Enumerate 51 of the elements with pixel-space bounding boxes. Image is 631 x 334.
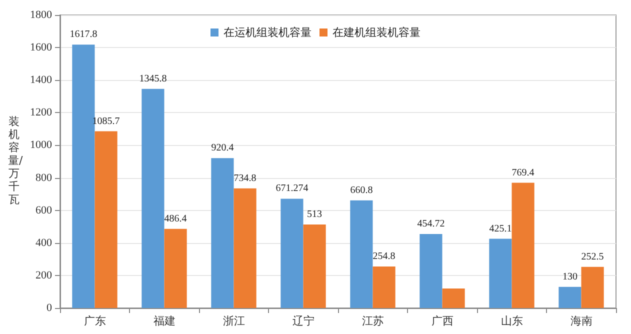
x-tick-label: 广东 <box>84 314 106 328</box>
data-label: 454.72 <box>417 218 445 230</box>
data-label: 486.4 <box>164 213 187 224</box>
bar <box>211 158 234 308</box>
data-label: 734.8 <box>234 172 256 184</box>
legend-label: 在建机组装机容量 <box>332 26 420 39</box>
y-axis-title: 装机容量/万千瓦 <box>8 115 23 206</box>
x-tick-label: 辽宁 <box>292 314 314 328</box>
data-label: 1617.8 <box>70 29 98 40</box>
data-label: 920.4 <box>211 142 234 154</box>
data-label: 252.5 <box>581 251 604 262</box>
data-label: 254.8 <box>372 251 396 262</box>
y-tick-label: 200 <box>36 269 52 282</box>
x-tick-label: 山东 <box>500 314 523 328</box>
data-label: 513 <box>307 208 322 220</box>
x-tick-label: 浙江 <box>222 314 245 328</box>
bar <box>558 286 582 308</box>
data-label: 1345.8 <box>139 73 167 84</box>
y-tick-label: 800 <box>36 172 52 184</box>
data-label: 671.274 <box>276 183 308 194</box>
bar <box>72 44 95 308</box>
y-tick-label: 1600 <box>30 42 52 54</box>
y-tick-label: 1400 <box>30 74 52 86</box>
bar <box>372 266 396 308</box>
data-label: 130 <box>562 271 578 282</box>
y-tick-label: 0 <box>46 302 52 314</box>
bar <box>489 238 512 308</box>
bar <box>512 182 534 308</box>
bar <box>420 234 442 308</box>
bar <box>234 188 256 308</box>
bar <box>142 88 164 308</box>
x-tick-label: 福建 <box>153 314 176 328</box>
x-tick-label: 广西 <box>431 314 454 328</box>
data-label: 769.4 <box>512 167 534 178</box>
bar <box>581 266 604 308</box>
y-tick-label: 1200 <box>30 106 52 119</box>
y-tick-label: 600 <box>36 204 52 216</box>
x-tick-label: 江苏 <box>362 314 384 328</box>
legend-label: 在运机组装机容量 <box>224 26 312 39</box>
bar <box>442 288 465 308</box>
data-label: 660.8 <box>350 184 373 196</box>
bar <box>164 228 187 308</box>
x-tick-label: 海南 <box>570 314 592 328</box>
data-label: 425.1 <box>489 223 512 234</box>
y-tick-label: 1000 <box>30 139 52 152</box>
y-tick-label: 1800 <box>30 9 52 21</box>
bar <box>94 131 118 308</box>
bar <box>280 198 304 308</box>
bar <box>350 200 373 308</box>
y-tick-label: 400 <box>36 236 52 249</box>
bar <box>303 224 326 308</box>
